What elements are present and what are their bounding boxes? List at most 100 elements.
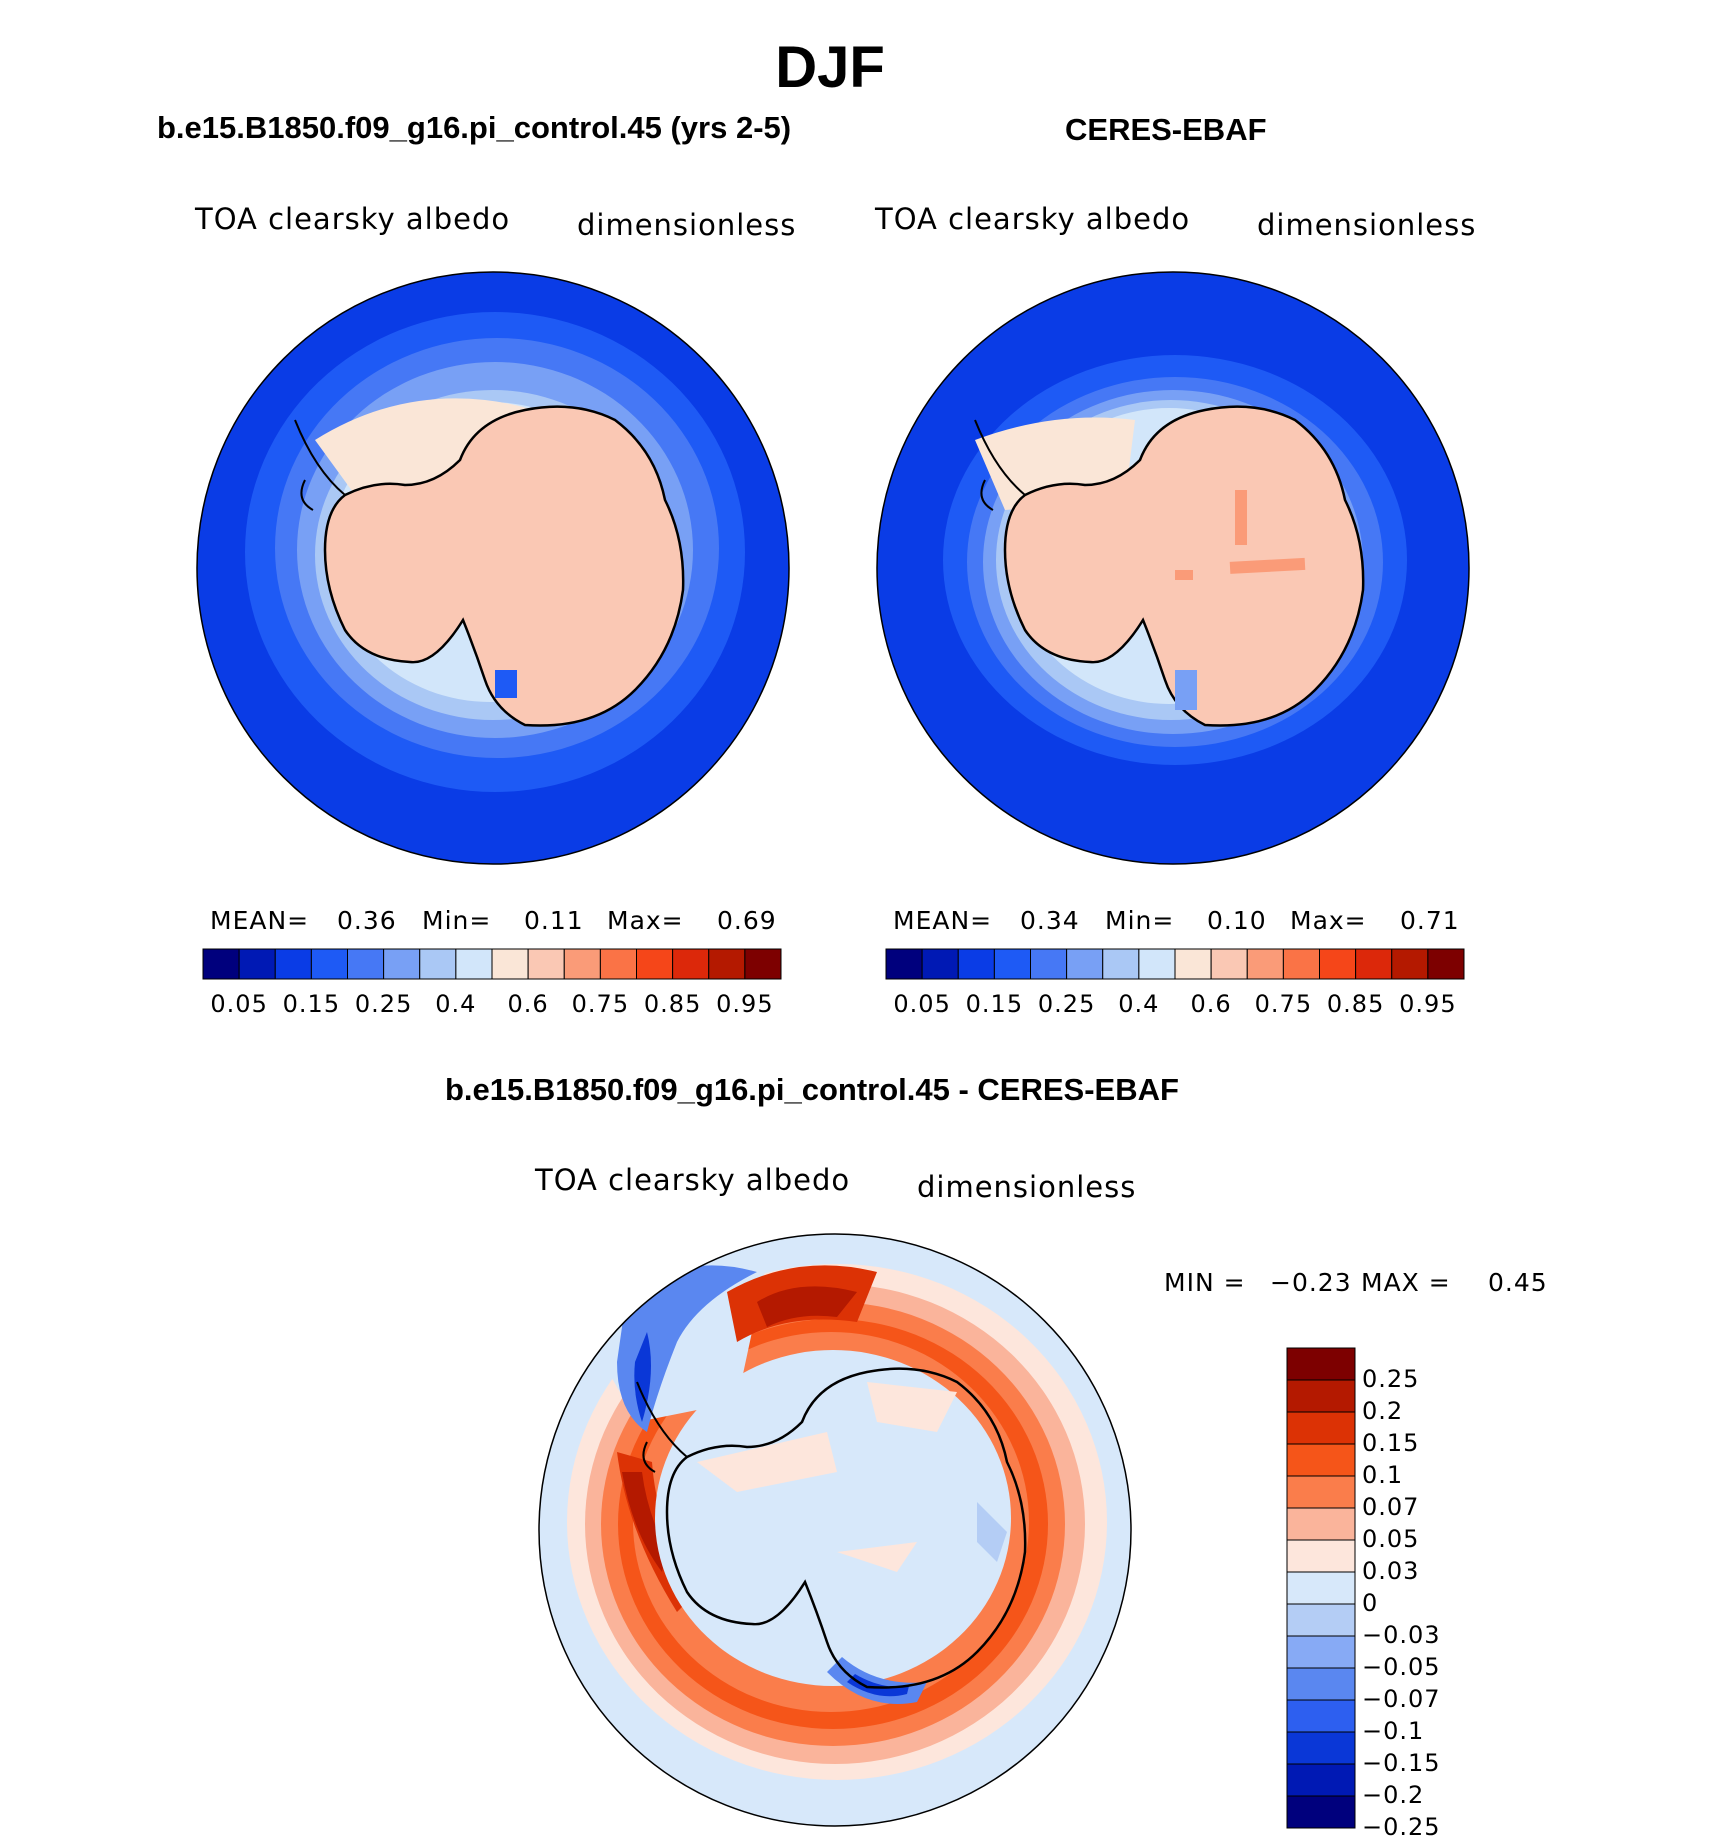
diff-units-label: dimensionless <box>917 1170 1137 1204</box>
diff-colorbar-swatch <box>1286 1411 1356 1445</box>
diff-colorbar-tick-label: −0.2 <box>1362 1781 1425 1809</box>
antarctica-landmass <box>325 406 684 726</box>
obs-colorbar-swatch <box>1030 948 1068 980</box>
diff-panel-title: b.e15.B1850.f09_g16.pi_control.45 - CERE… <box>445 1072 1179 1107</box>
diff-colorbar-swatch <box>1286 1635 1356 1669</box>
obs-mean-value: 0.34 <box>1020 906 1080 935</box>
diff-polar-map <box>538 1233 1132 1827</box>
model-colorbar-tick-label: 0.95 <box>716 990 774 1018</box>
model-mean-label: MEAN= <box>210 906 310 935</box>
model-colorbar-swatch <box>383 948 421 980</box>
diff-colorbar-tick-label: −0.05 <box>1362 1653 1441 1681</box>
diff-colorbar-tick-label: 0.25 <box>1362 1365 1420 1393</box>
diff-max-value: 0.45 <box>1488 1268 1548 1297</box>
obs-min-value: 0.10 <box>1207 906 1267 935</box>
diff-colorbar-swatch <box>1286 1507 1356 1541</box>
obs-colorbar-tick-label: 0.75 <box>1254 990 1313 1018</box>
model-panel-title: b.e15.B1850.f09_g16.pi_control.45 (yrs 2… <box>157 110 792 145</box>
model-colorbar-swatch <box>599 948 637 980</box>
diff-colorbar-swatch <box>1286 1731 1356 1765</box>
model-colorbar-tick-label: 0.75 <box>571 990 630 1018</box>
model-colorbar-swatch <box>274 948 312 980</box>
model-colorbar-swatch <box>455 948 493 980</box>
diff-colorbar-tick-label: 0.05 <box>1362 1525 1420 1553</box>
model-colorbar-swatch <box>419 948 457 980</box>
model-colorbar-swatch <box>347 948 385 980</box>
model-colorbar-swatch <box>744 948 782 980</box>
obs-max-value: 0.71 <box>1400 906 1460 935</box>
model-min-label: Min= <box>422 906 492 935</box>
obs-colorbar-swatch <box>885 948 923 980</box>
model-colorbar-tick-label: 0.6 <box>507 990 549 1018</box>
model-colorbar-swatch <box>310 948 348 980</box>
model-colorbar-tick-label: 0.25 <box>354 990 413 1018</box>
diff-colorbar-tick-label: 0.03 <box>1362 1557 1420 1585</box>
obs-colorbar-tick-label: 0.6 <box>1190 990 1232 1018</box>
obs-colorbar-swatch <box>1174 948 1212 980</box>
diff-colorbar-swatch <box>1286 1379 1356 1413</box>
antarctica-landmass <box>1005 406 1364 726</box>
obs-colorbar-tick-label: 0.85 <box>1326 990 1385 1018</box>
obs-colorbar-swatch <box>1246 948 1284 980</box>
obs-min-label: Min= <box>1105 906 1175 935</box>
obs-max-label: Max= <box>1290 906 1367 935</box>
model-polar-map <box>196 271 790 865</box>
obs-colorbar-swatch <box>1066 948 1104 980</box>
diff-colorbar-tick-label: 0.1 <box>1362 1461 1404 1489</box>
diff-colorbar-tick-label: −0.03 <box>1362 1621 1441 1649</box>
model-max-label: Max= <box>607 906 684 935</box>
diff-colorbar-swatch <box>1286 1795 1356 1829</box>
obs-panel-title: CERES-EBAF <box>1065 112 1267 147</box>
obs-colorbar <box>885 948 1465 980</box>
diff-colorbar-tick-label: −0.07 <box>1362 1685 1441 1713</box>
obs-colorbar-swatch <box>1210 948 1248 980</box>
diff-colorbar-tick-label: 0.15 <box>1362 1429 1420 1457</box>
diff-colorbar-swatch <box>1286 1763 1356 1797</box>
obs-mean-label: MEAN= <box>893 906 993 935</box>
diff-colorbar-swatch <box>1286 1699 1356 1733</box>
model-colorbar-swatch <box>636 948 674 980</box>
model-colorbar-swatch <box>527 948 565 980</box>
obs-colorbar-swatch <box>1355 948 1393 980</box>
model-colorbar-tick-label: 0.85 <box>643 990 702 1018</box>
obs-polar-map <box>876 271 1470 865</box>
obs-colorbar-tick-label: 0.95 <box>1399 990 1457 1018</box>
model-units-label: dimensionless <box>577 208 797 242</box>
diff-colorbar-tick-label: 0.07 <box>1362 1493 1420 1521</box>
diff-colorbar-tick-label: 0.2 <box>1362 1397 1404 1425</box>
obs-colorbar-swatch <box>1391 948 1429 980</box>
model-colorbar-tick-label: 0.05 <box>210 990 268 1018</box>
diff-colorbar-swatch <box>1286 1443 1356 1477</box>
obs-colorbar-tick-label: 0.25 <box>1037 990 1096 1018</box>
diff-colorbar-swatch <box>1286 1347 1356 1381</box>
diff-colorbar-tick-label: −0.15 <box>1362 1749 1441 1777</box>
diff-colorbar-swatch <box>1286 1667 1356 1701</box>
diff-colorbar-tick-label: 0 <box>1362 1589 1379 1617</box>
figure-title: DJF <box>775 35 885 100</box>
model-variable-label: TOA clearsky albedo <box>195 202 511 236</box>
obs-colorbar-swatch <box>921 948 959 980</box>
obs-colorbar-swatch <box>957 948 995 980</box>
antarctica-coastline <box>323 405 685 727</box>
obs-colorbar-swatch <box>1138 948 1176 980</box>
model-max-value: 0.69 <box>717 906 777 935</box>
obs-colorbar-tick-label: 0.05 <box>893 990 951 1018</box>
model-colorbar-swatch <box>672 948 710 980</box>
diff-colorbar-swatch <box>1286 1571 1356 1605</box>
obs-colorbar-tick-label: 0.15 <box>965 990 1024 1018</box>
diff-variable-label: TOA clearsky albedo <box>535 1163 851 1197</box>
obs-colorbar-swatch <box>1102 948 1140 980</box>
obs-colorbar-swatch <box>993 948 1031 980</box>
diff-min-value: −0.23 <box>1270 1268 1352 1297</box>
obs-colorbar-swatch <box>1427 948 1465 980</box>
model-colorbar-tick-label: 0.15 <box>282 990 341 1018</box>
diff-colorbar-swatch <box>1286 1475 1356 1509</box>
diff-colorbar <box>1286 1347 1356 1829</box>
model-min-value: 0.11 <box>524 906 584 935</box>
model-colorbar <box>202 948 782 980</box>
diff-min-label: MIN = <box>1164 1268 1246 1297</box>
antarctica-coastline <box>665 1367 1027 1689</box>
obs-colorbar-swatch <box>1319 948 1357 980</box>
obs-colorbar-swatch <box>1282 948 1320 980</box>
model-colorbar-tick-label: 0.4 <box>435 990 477 1018</box>
